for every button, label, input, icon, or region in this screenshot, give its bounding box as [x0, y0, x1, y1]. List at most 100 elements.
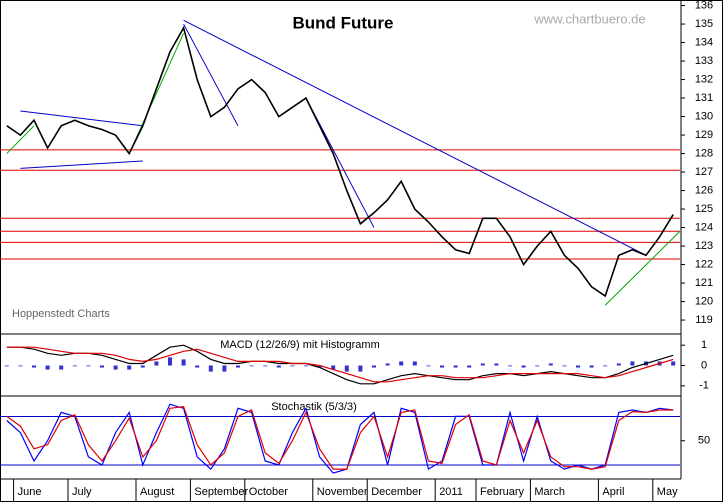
x-tick-label: September — [194, 486, 248, 498]
histogram-bar — [562, 365, 567, 367]
histogram-bar — [249, 365, 254, 367]
y-tick-label: 133 — [695, 55, 713, 67]
price-line — [6, 25, 674, 298]
histogram-bar — [181, 359, 186, 366]
y-tick-label: 120 — [695, 295, 713, 307]
histogram-bar — [535, 365, 540, 367]
x-tick-label: August — [140, 486, 174, 498]
histogram-bar — [344, 365, 349, 372]
trend-line — [183, 23, 239, 127]
y-tick-label: 132 — [695, 73, 713, 85]
histogram-bar — [494, 363, 499, 366]
histogram-bar — [195, 365, 200, 368]
macd-title: MACD (12/26/9) mit Histogramm — [220, 339, 380, 351]
histogram-bar — [222, 365, 227, 372]
histogram-bar — [589, 365, 594, 368]
histogram-bar — [467, 365, 472, 368]
histogram-bar — [521, 365, 526, 368]
histogram-bar — [304, 365, 308, 367]
histogram-bar — [426, 365, 431, 367]
trend-line — [6, 125, 35, 154]
histogram-bar — [630, 361, 635, 366]
histogram-bar — [412, 361, 417, 366]
y-tick-label: 136 — [695, 0, 713, 11]
y-tick-label: 131 — [695, 92, 713, 104]
histogram-bar — [399, 361, 404, 366]
stoch-title: Stochastik (5/3/3) — [271, 401, 357, 413]
histogram-bar — [290, 365, 295, 367]
histogram-bar — [168, 357, 172, 366]
chart-title: Bund Future — [292, 13, 393, 32]
histogram-bar — [86, 365, 91, 367]
histogram-bar — [603, 365, 608, 367]
histogram-bar — [127, 365, 132, 370]
histogram-bar — [358, 365, 363, 372]
y-tick-label: 122 — [695, 258, 713, 270]
histogram-bar — [440, 365, 444, 368]
histogram-bar — [72, 365, 77, 367]
y-tick-label: 50 — [698, 435, 710, 447]
y-tick-label: 0 — [701, 359, 707, 371]
histogram-bar — [276, 365, 281, 368]
y-tick-label: 134 — [695, 36, 713, 48]
stoch-line — [6, 403, 674, 474]
histogram-bar — [317, 365, 322, 368]
histogram-bar — [576, 365, 580, 368]
y-tick-label: 123 — [695, 240, 713, 252]
histogram-bar — [32, 365, 36, 368]
histogram-bar — [100, 365, 104, 368]
histogram-bar — [263, 365, 268, 367]
histogram-bar — [4, 365, 9, 367]
watermark: www.chartbuero.de — [533, 11, 645, 26]
x-tick-label: 2011 — [439, 486, 463, 498]
histogram-bar — [385, 363, 390, 366]
histogram-bar — [453, 365, 458, 368]
histogram-bar — [508, 365, 512, 367]
y-tick-label: -1 — [699, 380, 709, 392]
x-tick-label: July — [72, 486, 92, 498]
histogram-bar — [480, 363, 485, 366]
y-tick-label: 128 — [695, 147, 713, 159]
stoch-line — [6, 406, 674, 470]
source: Hoppenstedt Charts — [12, 308, 110, 320]
histogram-bar — [59, 365, 64, 370]
histogram-bar — [671, 361, 676, 366]
x-tick-label: March — [534, 486, 565, 498]
trend-line — [20, 110, 143, 127]
y-tick-label: 126 — [695, 184, 713, 196]
histogram-bar — [208, 365, 213, 372]
y-tick-label: 130 — [695, 110, 713, 122]
histogram-bar — [372, 365, 376, 368]
histogram-bar — [18, 365, 23, 367]
x-tick-label: February — [480, 486, 525, 498]
histogram-bar — [140, 365, 145, 368]
x-tick-label: December — [371, 486, 422, 498]
y-tick-label: 125 — [695, 203, 713, 215]
trend-line — [183, 19, 647, 256]
trend-line — [20, 160, 143, 169]
x-tick-label: June — [18, 486, 42, 498]
trend-line — [604, 230, 681, 306]
y-tick-label: 129 — [695, 129, 713, 141]
x-tick-label: May — [657, 486, 678, 498]
histogram-bar — [45, 365, 50, 370]
macd-line — [6, 346, 674, 383]
x-tick-label: November — [317, 486, 368, 498]
y-tick-label: 127 — [695, 166, 713, 178]
histogram-bar — [113, 365, 118, 370]
y-tick-label: 124 — [695, 221, 713, 233]
histogram-bar — [548, 363, 553, 366]
histogram-bar — [236, 365, 240, 368]
y-tick-label: 119 — [695, 314, 713, 326]
y-tick-label: 121 — [695, 277, 713, 289]
y-tick-label: 1 — [701, 339, 707, 351]
y-tick-label: 135 — [695, 18, 713, 30]
x-tick-label: October — [249, 486, 288, 498]
histogram-bar — [154, 361, 159, 366]
x-tick-label: April — [602, 486, 624, 498]
histogram-bar — [331, 365, 336, 370]
histogram-bar — [616, 363, 621, 366]
